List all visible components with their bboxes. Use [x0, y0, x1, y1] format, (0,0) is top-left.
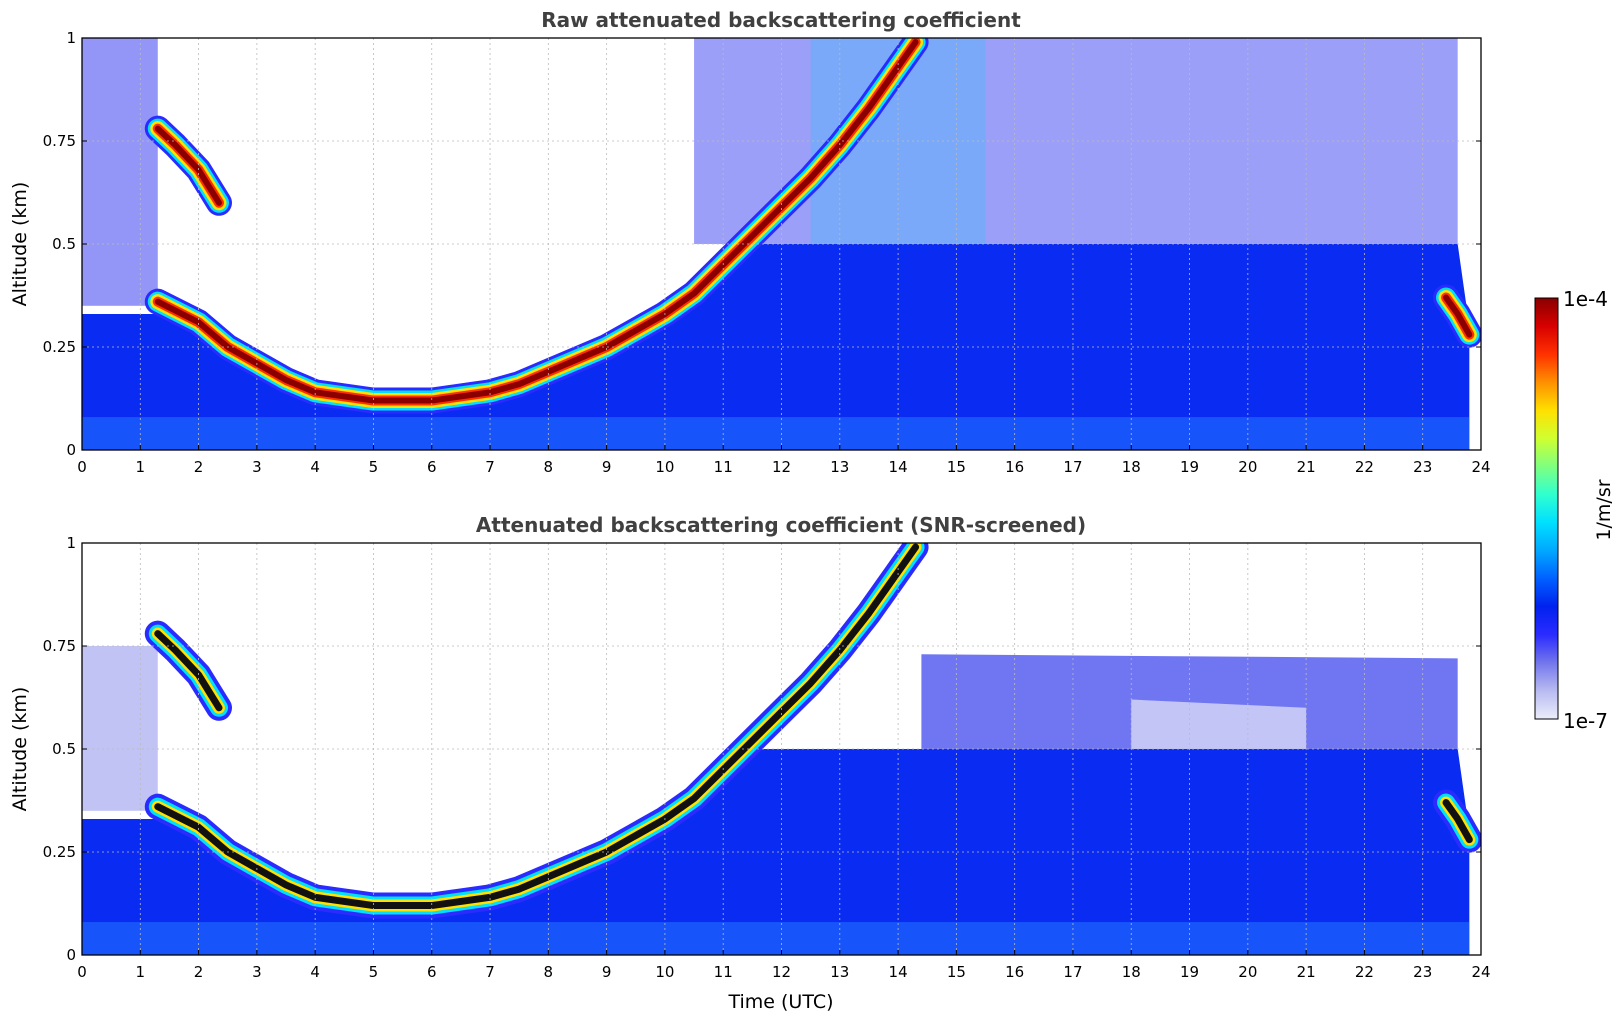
colorbar-unit-label: 1/m/sr	[1593, 479, 1615, 540]
x-tick-label: 11	[714, 963, 733, 981]
x-tick-label: 13	[830, 458, 849, 476]
x-tick-label: 15	[947, 963, 966, 981]
y-axis: 0 0.25 0.5 0.75 1	[43, 534, 1481, 964]
panel-title: Raw attenuated backscattering coefficien…	[541, 8, 1021, 32]
colorbar-min-label: 1e-7	[1563, 709, 1608, 733]
y-tick-label: 0.5	[52, 740, 76, 758]
x-axis: 0 1 2 3 4 5 6 7 8 9 10 11 12 13 14 15 16 17 18 19 20 21 22 23 24	[77, 445, 1491, 476]
y-tick-label: 1	[66, 534, 76, 552]
colorbar-scale	[1534, 297, 1559, 720]
y-axis: 0 0.25 0.5 0.75 1	[43, 29, 1481, 459]
layer-2	[1442, 799, 1473, 844]
x-tick-label: 18	[1122, 458, 1141, 476]
x-tick-label: 20	[1238, 963, 1257, 981]
panel-screened: Attenuated backscattering coefficient (S…	[9, 513, 1491, 1013]
x-tick-label: 5	[369, 458, 379, 476]
x-tick-label: 4	[310, 963, 320, 981]
x-tick-label: 15	[947, 458, 966, 476]
x-tick-label: 21	[1297, 963, 1316, 981]
x-tick-label: 5	[369, 963, 379, 981]
y-tick-label: 0	[66, 946, 76, 964]
y-tick-label: 0.75	[43, 637, 76, 655]
y-tick-label: 0.5	[52, 235, 76, 253]
x-tick-label: 6	[427, 458, 437, 476]
noise-region	[921, 654, 1458, 749]
x-tick-label: 8	[544, 963, 554, 981]
layer-1	[154, 543, 920, 910]
colorbar-max-label: 1e-4	[1563, 287, 1608, 311]
y-axis-label: Altitude (km)	[9, 182, 31, 307]
y-tick-label: 0	[66, 441, 76, 459]
x-tick-label: 12	[772, 458, 791, 476]
x-tick-label: 7	[485, 963, 495, 981]
near-surface-band	[82, 417, 1470, 450]
x-tick-label: 9	[602, 963, 612, 981]
y-tick-label: 0.75	[43, 132, 76, 150]
layer-0	[154, 125, 222, 206]
x-tick-label: 4	[310, 458, 320, 476]
panel-title: Attenuated backscattering coefficient (S…	[476, 513, 1086, 537]
x-tick-label: 17	[1063, 458, 1082, 476]
x-tick-label: 23	[1413, 458, 1432, 476]
x-tick-label: 0	[77, 963, 87, 981]
x-tick-label: 19	[1180, 458, 1199, 476]
x-tick-label: 3	[252, 458, 262, 476]
x-tick-label: 9	[602, 458, 612, 476]
x-tick-label: 7	[485, 458, 495, 476]
x-axis: 0 1 2 3 4 5 6 7 8 9 10 11 12 13 14 15 16 17 18 19 20 21 22 23 24	[77, 950, 1491, 981]
noise-region	[82, 646, 158, 811]
layer-0	[154, 630, 223, 712]
x-tick-label: 23	[1413, 963, 1432, 981]
x-tick-label: 13	[830, 963, 849, 981]
heatmap-screened	[82, 543, 1481, 955]
x-tick-label: 10	[655, 458, 674, 476]
x-tick-label: 2	[194, 963, 204, 981]
x-tick-label: 18	[1122, 963, 1141, 981]
aerosol-region	[82, 244, 1470, 450]
x-tick-label: 12	[772, 963, 791, 981]
x-tick-label: 24	[1471, 963, 1490, 981]
x-axis-label: Time (UTC)	[727, 991, 833, 1013]
x-tick-label: 0	[77, 458, 87, 476]
colorbar: 1e-4 1e-7 1/m/sr	[1534, 287, 1615, 733]
x-tick-label: 6	[427, 963, 437, 981]
x-tick-label: 22	[1355, 963, 1374, 981]
layer-2	[1443, 294, 1473, 338]
near-surface-band	[82, 922, 1470, 955]
x-tick-label: 1	[136, 458, 146, 476]
y-tick-label: 1	[66, 29, 76, 47]
x-tick-label: 2	[194, 458, 204, 476]
x-tick-label: 22	[1355, 458, 1374, 476]
y-tick-label: 0.25	[43, 843, 76, 861]
x-tick-label: 11	[714, 458, 733, 476]
x-tick-label: 17	[1063, 963, 1082, 981]
x-tick-label: 10	[655, 963, 674, 981]
x-tick-label: 16	[1005, 458, 1024, 476]
x-tick-label: 20	[1238, 458, 1257, 476]
x-tick-label: 1	[136, 963, 146, 981]
layer-1	[154, 39, 919, 404]
aerosol-region	[82, 749, 1470, 955]
x-tick-label: 16	[1005, 963, 1024, 981]
x-tick-label: 24	[1471, 458, 1490, 476]
x-tick-label: 21	[1297, 458, 1316, 476]
x-tick-label: 3	[252, 963, 262, 981]
noise-region	[82, 38, 158, 306]
x-tick-label: 14	[889, 963, 908, 981]
x-tick-label: 8	[544, 458, 554, 476]
y-tick-label: 0.25	[43, 338, 76, 356]
panel-raw: Raw attenuated backscattering coefficien…	[9, 8, 1491, 476]
x-tick-label: 14	[889, 458, 908, 476]
y-axis-label: Altitude (km)	[9, 687, 31, 812]
x-tick-label: 19	[1180, 963, 1199, 981]
